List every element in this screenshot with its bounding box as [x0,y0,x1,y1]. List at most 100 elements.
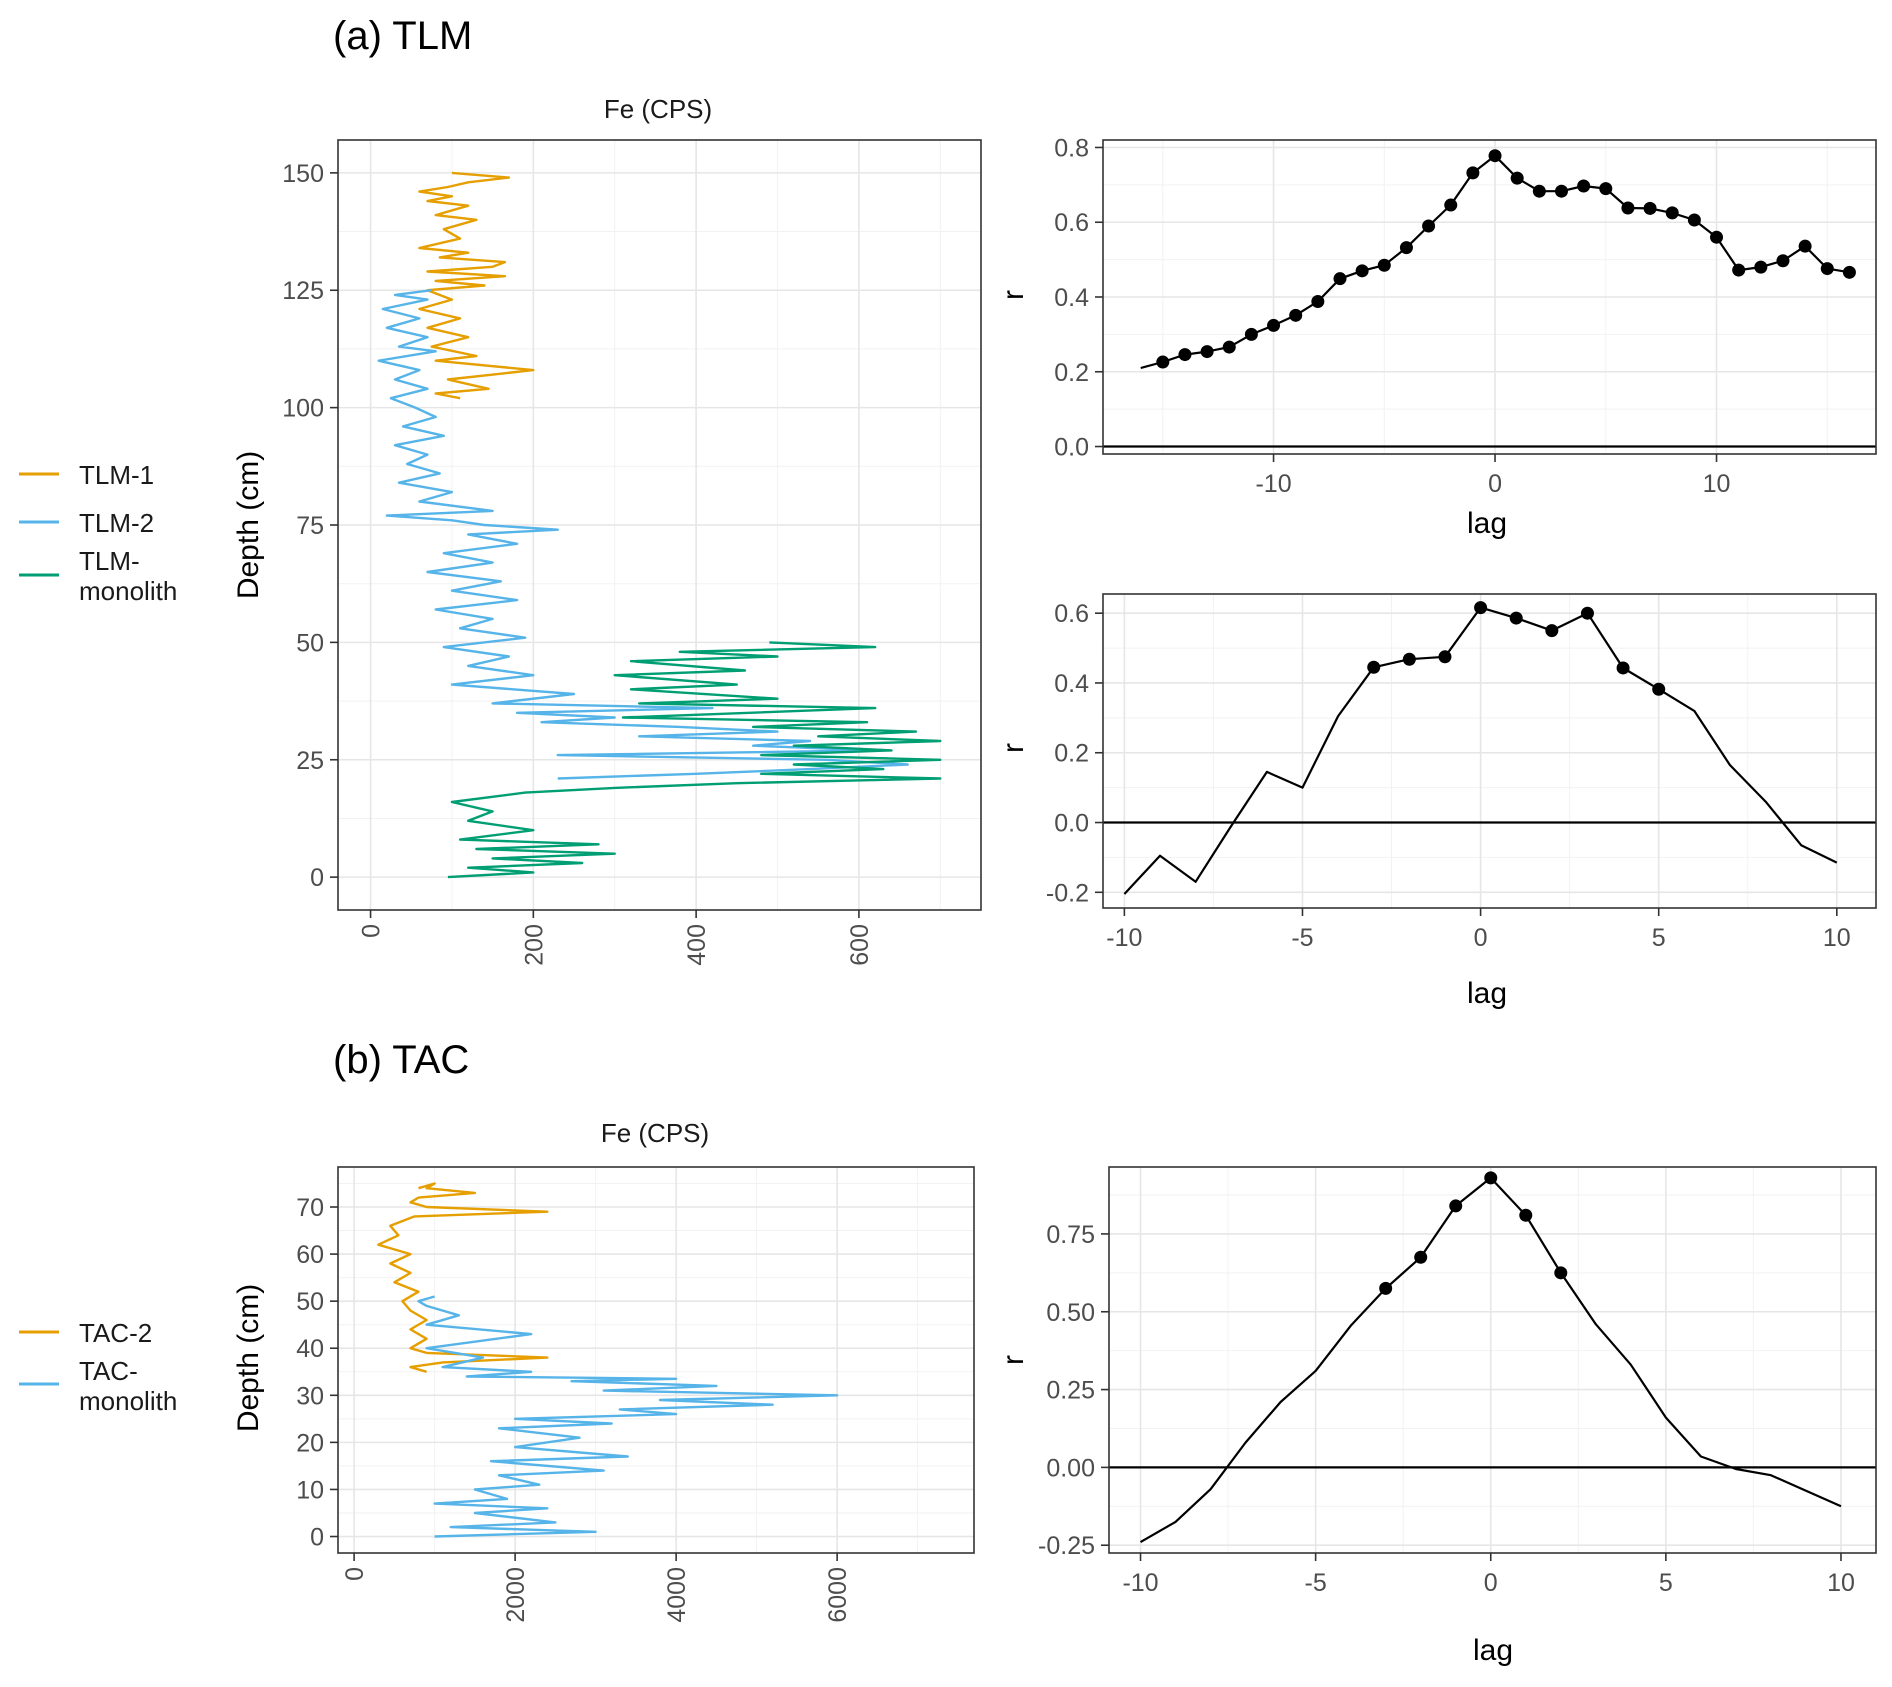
tac_depth-x-tick-label: 0 [341,1567,369,1581]
tac_ccf-point [1379,1281,1393,1295]
tlm_depth-x-tick-label: 200 [520,924,548,966]
tac_ccf-point [1414,1250,1428,1264]
tlm_depth-y-tick-label: 50 [296,629,324,657]
tlm_ccf_top-point [1510,171,1524,185]
tlm_ccf_top-point [1621,201,1635,215]
legend-label-tac-2: TAC-2 [79,1318,152,1348]
tac_depth-panel-border [337,1166,975,1554]
tlm_ccf_top-y-tick-label: 0.0 [1054,434,1089,462]
tlm-ccf-top-xlabel: lag [1467,507,1507,540]
tlm_depth-x-tick-label: 600 [846,924,874,966]
tlm_ccf_bottom-point [1616,661,1630,675]
tac_depth-y-tick-label: 70 [296,1194,324,1222]
tlm_ccf_top-point [1554,184,1568,198]
tlm-ccf-bottom-ylabel: r [997,743,1030,753]
legend-label-tac-monolith-1: TAC- [79,1356,138,1386]
tac_depth-series-tac-2 [377,1182,549,1373]
tac_ccf-y-tick-label: -0.25 [1038,1532,1095,1560]
tac_ccf-point [1484,1171,1498,1185]
tlm_ccf_top-point [1333,272,1347,286]
tac-depth-strip-label: Fe (CPS) [601,1118,709,1148]
tlm_ccf_top-x-tick-label: -10 [1255,470,1291,498]
tlm_ccf_bottom-point [1580,606,1594,620]
tlm_depth-series-tlm-monolith [447,641,942,879]
tac_depth-y-tick-label: 0 [310,1524,324,1552]
tlm_ccf_bottom-point [1509,611,1523,625]
tlm-depth-strip-label: Fe (CPS) [604,94,712,124]
tlm_ccf_bottom-x-tick-label: -5 [1291,924,1313,952]
tac_depth-y-tick-label: 20 [296,1429,324,1457]
tlm-depth-ylabel: Depth (cm) [232,451,265,599]
tlm_ccf_top-point [1311,294,1325,308]
tlm_ccf_bottom-x-tick-label: 10 [1823,924,1851,952]
tac-depth-ylabel: Depth (cm) [232,1284,265,1432]
tlm_ccf_top-point [1820,262,1834,276]
tlm_ccf_top-point [1244,327,1258,341]
tlm_ccf_bottom-panel-bg [1103,594,1876,908]
tlm_ccf_top-point [1178,348,1192,362]
tac-ccf-ylabel: r [997,1355,1030,1365]
tlm_ccf_bottom-point [1438,650,1452,664]
tac_ccf-y-tick-label: 0.75 [1046,1221,1095,1249]
tlm_ccf_top-point [1732,263,1746,277]
tlm_ccf_bottom-x-tick-label: -10 [1106,924,1142,952]
tac_ccf-x-tick-label: 5 [1659,1569,1673,1597]
legend-label-tlm-1: TLM-1 [79,460,154,490]
tac_ccf-y-tick-label: 0.00 [1046,1454,1095,1482]
tlm_ccf_top-point [1776,254,1790,268]
tlm_depth-series-tlm-1 [418,171,535,400]
tlm_ccf_top-point [1156,355,1170,369]
panel-a-title: (a) TLM [333,14,472,58]
tlm_ccf_top-point [1466,166,1480,180]
tlm_depth-series-tlm-2 [377,289,909,780]
legend-label-tac-monolith-2: monolith [79,1386,177,1416]
legend-label-tlm-monolith-1: TLM- [79,546,140,576]
tac_depth-y-tick-label: 60 [296,1241,324,1269]
tlm_depth-y-tick-label: 150 [282,160,324,188]
tac_depth-y-tick-label: 40 [296,1335,324,1363]
legend-label-tlm-2: TLM-2 [79,508,154,538]
tac_ccf-x-tick-label: 0 [1484,1569,1498,1597]
tlm_ccf_top-point [1222,340,1236,354]
tlm_ccf_top-point [1754,260,1768,274]
tac_depth-x-tick-label: 6000 [824,1567,852,1623]
tac_ccf-x-tick-label: -5 [1305,1569,1327,1597]
tac_depth-x-tick-label: 4000 [663,1567,691,1623]
tlm_ccf_bottom-y-tick-label: -0.2 [1046,879,1089,907]
tlm_ccf_top-point [1798,239,1812,253]
tlm-ccf-bottom-xlabel: lag [1467,977,1507,1010]
tac_ccf-point [1519,1208,1533,1222]
tlm_ccf_top-y-tick-label: 0.8 [1054,134,1089,162]
tlm_ccf_top-point [1200,345,1214,359]
tlm-ccf-bottom-plot: r lag -10 -5 0 5 10 -0.2 0.0 0.2 0.4 0.6 [997,593,1877,1010]
tlm_ccf_bottom-point [1402,652,1416,666]
tac_ccf-x-tick-label: -10 [1122,1569,1158,1597]
tlm_ccf_bottom-point [1545,624,1559,638]
tlm_ccf_top-point [1488,149,1502,163]
tlm_ccf_top-point [1665,206,1679,220]
tlm-ccf-top-plot: r lag -10 0 10 0.0 0.2 0.4 0.6 0.8 [997,134,1877,540]
tac_depth-panel-bg [338,1167,974,1553]
tlm_ccf_top-x-tick-label: 0 [1488,470,1502,498]
tlm_ccf_top-point [1444,198,1458,212]
tlm-ccf-top-ylabel: r [997,290,1030,300]
tlm_ccf_top-point [1399,241,1413,255]
tac_ccf-panel-bg [1109,1167,1876,1553]
tlm_ccf_top-point [1710,230,1724,244]
tlm_depth-y-tick-label: 25 [296,747,324,775]
tlm_ccf_top-x-tick-label: 10 [1703,470,1731,498]
tlm_ccf_top-point [1377,258,1391,272]
tlm_ccf_top-point [1643,201,1657,215]
tlm_depth-y-tick-label: 0 [310,864,324,892]
tac_ccf-y-tick-label: 0.50 [1046,1299,1095,1327]
tlm_ccf_top-point [1267,318,1281,332]
panel-b-title: (b) TAC [333,1038,469,1082]
tac_ccf-x-tick-label: 10 [1827,1569,1855,1597]
tac-legend: TAC-2 TAC- monolith [19,1318,177,1416]
tac_ccf-y-tick-label: 0.25 [1046,1377,1095,1405]
tac_depth-x-tick-label: 2000 [502,1567,530,1623]
tlm_depth-y-tick-label: 125 [282,277,324,305]
tlm_ccf_bottom-panel-border [1102,593,1877,909]
tlm_ccf_bottom-y-tick-label: 0.2 [1054,740,1089,768]
tlm_ccf_top-y-tick-label: 0.6 [1054,209,1089,237]
